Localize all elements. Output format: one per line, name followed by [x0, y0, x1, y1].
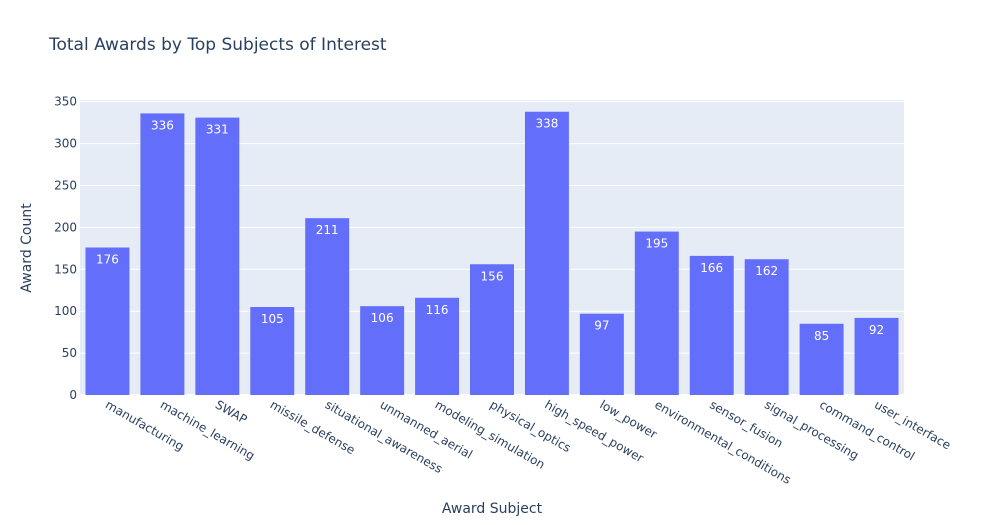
- bar-sensor-fusion[interactable]: [689, 255, 734, 395]
- data-label: 92: [869, 323, 884, 337]
- data-label: 156: [481, 269, 504, 283]
- data-label: 211: [316, 223, 339, 237]
- x-tick-label: SWAP: [213, 397, 250, 426]
- x-axis-title: Award Subject: [442, 501, 543, 517]
- y-tick-label: 150: [54, 262, 77, 276]
- chart-title: Total Awards by Top Subjects of Interest: [48, 35, 387, 55]
- bar-manufacturing[interactable]: [85, 247, 130, 396]
- data-label: 336: [151, 118, 174, 132]
- bar-low-power[interactable]: [579, 313, 624, 395]
- y-tick-label: 50: [62, 346, 77, 360]
- y-axis-title: Award Count: [19, 203, 35, 293]
- data-label: 195: [645, 237, 668, 251]
- y-tick-label: 250: [54, 178, 77, 192]
- y-tick-label: 200: [54, 220, 77, 234]
- data-label: 338: [535, 117, 558, 131]
- x-tick-label: signal_processing: [762, 397, 861, 462]
- bar-environmental-conditions[interactable]: [634, 231, 679, 395]
- data-label: 106: [371, 311, 394, 325]
- bar-physical-optics[interactable]: [470, 264, 514, 395]
- bar-high-speed-power[interactable]: [524, 111, 569, 395]
- bar-situational-awareness[interactable]: [305, 218, 350, 395]
- data-label: 105: [261, 312, 284, 326]
- data-label: 166: [700, 261, 723, 275]
- y-tick-label: 300: [54, 137, 77, 151]
- data-label: 116: [426, 303, 449, 317]
- data-label: 97: [594, 319, 609, 333]
- x-tick-label: high_speed_power: [542, 397, 646, 465]
- data-label: 85: [814, 329, 829, 343]
- bar-command-control[interactable]: [799, 323, 844, 395]
- y-axis-ticks: 0 50 100 150 200 250 300 350: [54, 95, 77, 402]
- y-tick-label: 100: [54, 304, 77, 318]
- x-tick-label: unmanned_aerial: [378, 397, 475, 461]
- bar-modeling-simulation[interactable]: [415, 297, 460, 395]
- bar-machine-learning[interactable]: [140, 113, 185, 395]
- bar-missile-defense[interactable]: [250, 307, 295, 395]
- data-label: 331: [206, 123, 229, 137]
- data-label: 162: [755, 264, 778, 278]
- x-tick-label: machine_learning: [158, 397, 257, 462]
- data-label: 176: [96, 253, 119, 267]
- y-tick-label: 350: [54, 95, 77, 109]
- bar-swap[interactable]: [195, 117, 240, 396]
- y-tick-label: 0: [69, 388, 77, 402]
- bars: [85, 111, 899, 396]
- bar-signal-processing[interactable]: [744, 259, 789, 395]
- bar-unmanned-aerial[interactable]: [360, 306, 405, 395]
- data-labels: 176 336 331 105 211 106 116 156 338 97 195 166 162 85…: [96, 117, 884, 343]
- bar-user-interface[interactable]: [854, 317, 899, 395]
- x-tick-label: command_control: [817, 397, 917, 463]
